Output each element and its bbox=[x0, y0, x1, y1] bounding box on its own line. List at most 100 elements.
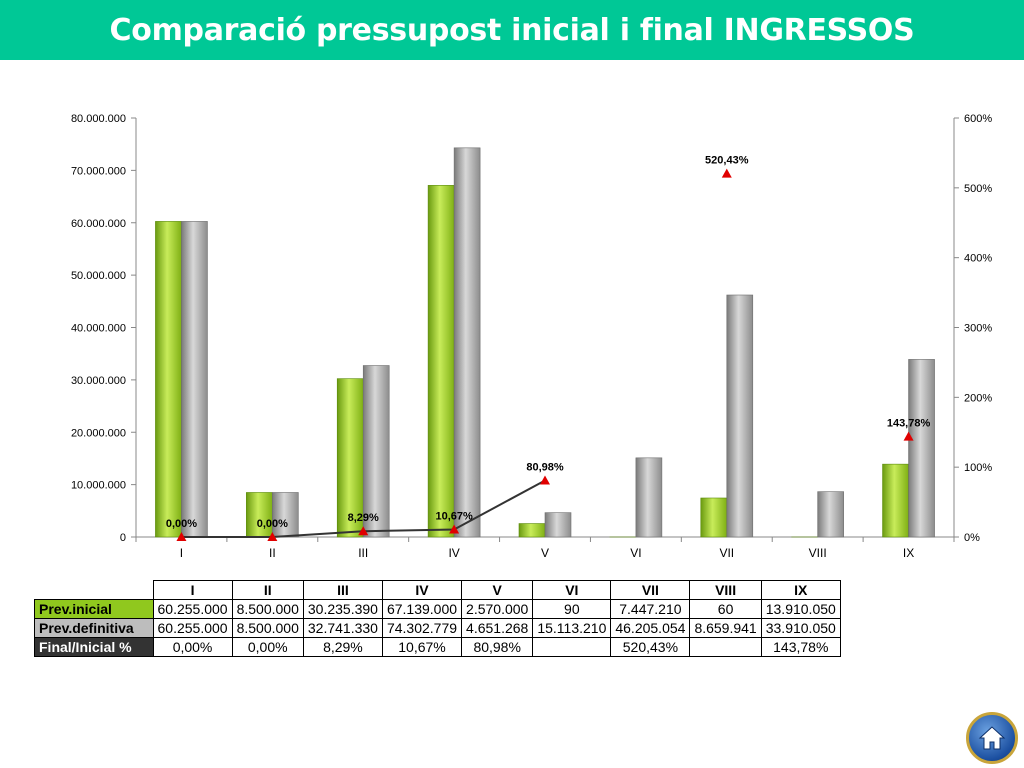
bar bbox=[700, 497, 728, 538]
bar bbox=[272, 492, 299, 538]
data-label: 0,00% bbox=[166, 518, 197, 530]
table-row: Final/Inicial % 0,00% 0,00% 8,29% 10,67% 80,9… bbox=[34, 637, 841, 657]
table-row-header: Prev.definitiva bbox=[34, 618, 154, 638]
table-cell: 7.447.210 bbox=[610, 599, 691, 619]
table-cell: 15.113.210 bbox=[532, 618, 612, 638]
bar bbox=[336, 378, 364, 538]
bar bbox=[181, 221, 208, 538]
bar bbox=[155, 221, 182, 538]
data-label: 520,43% bbox=[705, 155, 749, 167]
x-tick-label: I bbox=[180, 546, 183, 560]
x-tick-label: IV bbox=[448, 546, 459, 560]
table-cell: 13.910.050 bbox=[760, 599, 841, 619]
x-tick-label: V bbox=[541, 546, 549, 560]
table-cell: 60 bbox=[689, 599, 762, 619]
bar bbox=[453, 147, 481, 538]
line-marker bbox=[267, 532, 278, 541]
table-column-header: II bbox=[231, 580, 304, 600]
table-cell: 33.910.050 bbox=[760, 618, 841, 638]
bar bbox=[362, 365, 390, 538]
table-row-header: Prev.inicial bbox=[34, 599, 154, 619]
data-label: 10,67% bbox=[435, 511, 473, 523]
bar bbox=[544, 512, 572, 538]
table-cell: 8,29% bbox=[302, 637, 383, 657]
home-button[interactable] bbox=[966, 712, 1018, 764]
y2-tick-label: 100% bbox=[964, 462, 992, 474]
y-tick-label: 20.000.000 bbox=[71, 427, 126, 439]
table-cell: 2.570.000 bbox=[461, 599, 534, 619]
table-cell: 10,67% bbox=[381, 637, 463, 657]
x-tick-label: III bbox=[358, 546, 368, 560]
table-cell: 520,43% bbox=[610, 637, 691, 657]
table-row-header: Final/Inicial % bbox=[34, 637, 154, 657]
line-marker bbox=[176, 532, 187, 541]
table-cell: 74.302.779 bbox=[381, 618, 463, 638]
bar bbox=[246, 492, 273, 538]
table-column-header: I bbox=[152, 580, 233, 600]
bar bbox=[908, 359, 935, 538]
table-cell: 32.741.330 bbox=[302, 618, 383, 638]
table-corner-cell bbox=[34, 580, 154, 600]
data-label: 143,78% bbox=[887, 418, 931, 430]
y-tick-label: 80.000.000 bbox=[71, 113, 126, 125]
bar bbox=[726, 294, 754, 538]
table-column-header: III bbox=[302, 580, 383, 600]
table-cell: 60.255.000 bbox=[152, 599, 233, 619]
y2-tick-label: 500% bbox=[964, 183, 992, 195]
y-tick-label: 40.000.000 bbox=[71, 323, 126, 335]
table-cell: 90 bbox=[532, 599, 612, 619]
revenue-comparison-chart: 0 10.000.000 20.000.000 30.000.000 40.000.00… bbox=[71, 113, 992, 560]
y2-tick-label: 200% bbox=[964, 392, 992, 404]
table-row: Prev.definitiva 60.255.000 8.500.000 32.741… bbox=[34, 618, 841, 638]
table-cell bbox=[532, 637, 612, 657]
table-cell: 8.500.000 bbox=[231, 599, 304, 619]
table-column-header: VIII bbox=[689, 580, 762, 600]
table-cell bbox=[689, 637, 762, 657]
line-marker bbox=[449, 524, 460, 534]
y-tick-label: 0 bbox=[120, 532, 126, 544]
table-cell: 67.139.000 bbox=[381, 599, 463, 619]
table-cell: 4.651.268 bbox=[461, 618, 534, 638]
data-label: 0,00% bbox=[257, 518, 288, 530]
x-tick-label: VI bbox=[630, 546, 641, 560]
bar bbox=[882, 463, 909, 538]
data-label: 8,29% bbox=[348, 512, 379, 524]
y-tick-label: 50.000.000 bbox=[71, 270, 126, 282]
x-tick-label: VIII bbox=[809, 546, 827, 560]
y2-tick-label: 600% bbox=[964, 113, 992, 125]
bar bbox=[635, 457, 663, 538]
y2-tick-label: 0% bbox=[964, 532, 980, 544]
table-column-header: VI bbox=[532, 580, 612, 600]
home-icon bbox=[978, 726, 1006, 750]
title-bar: Comparació pressupost inicial i final IN… bbox=[0, 0, 1024, 60]
y2-tick-label: 400% bbox=[964, 253, 992, 265]
line-marker bbox=[358, 526, 369, 536]
table-cell: 143,78% bbox=[760, 637, 841, 657]
y2-tick-label: 300% bbox=[964, 323, 992, 335]
table-row: Prev.inicial 60.255.000 8.500.000 30.235.39… bbox=[34, 599, 841, 619]
y-tick-label: 70.000.000 bbox=[71, 165, 126, 177]
data-table: I II III IV V VI VII VIII IX Prev.inicial 60.255.… bbox=[34, 580, 841, 657]
table-cell: 80,98% bbox=[461, 637, 534, 657]
table-header-row: I II III IV V VI VII VIII IX bbox=[34, 580, 841, 600]
table-column-header: IV bbox=[381, 580, 463, 600]
y-tick-label: 60.000.000 bbox=[71, 218, 126, 230]
bar bbox=[427, 185, 455, 538]
y-tick-label: 10.000.000 bbox=[71, 480, 126, 492]
x-tick-label: VII bbox=[719, 546, 734, 560]
page-title: Comparació pressupost inicial i final IN… bbox=[109, 13, 915, 48]
x-tick-label: II bbox=[269, 546, 276, 560]
table-column-header: V bbox=[461, 580, 534, 600]
table-cell: 60.255.000 bbox=[152, 618, 233, 638]
table-cell: 0,00% bbox=[231, 637, 304, 657]
line-marker bbox=[721, 168, 732, 178]
table-column-header: IX bbox=[760, 580, 841, 600]
table-cell: 30.235.390 bbox=[302, 599, 383, 619]
line-marker bbox=[903, 431, 914, 441]
y-tick-label: 30.000.000 bbox=[71, 375, 126, 387]
bar bbox=[817, 491, 844, 538]
table-column-header: VII bbox=[610, 580, 691, 600]
table-cell: 8.500.000 bbox=[231, 618, 304, 638]
table-cell: 0,00% bbox=[152, 637, 233, 657]
table-cell: 8.659.941 bbox=[689, 618, 762, 638]
